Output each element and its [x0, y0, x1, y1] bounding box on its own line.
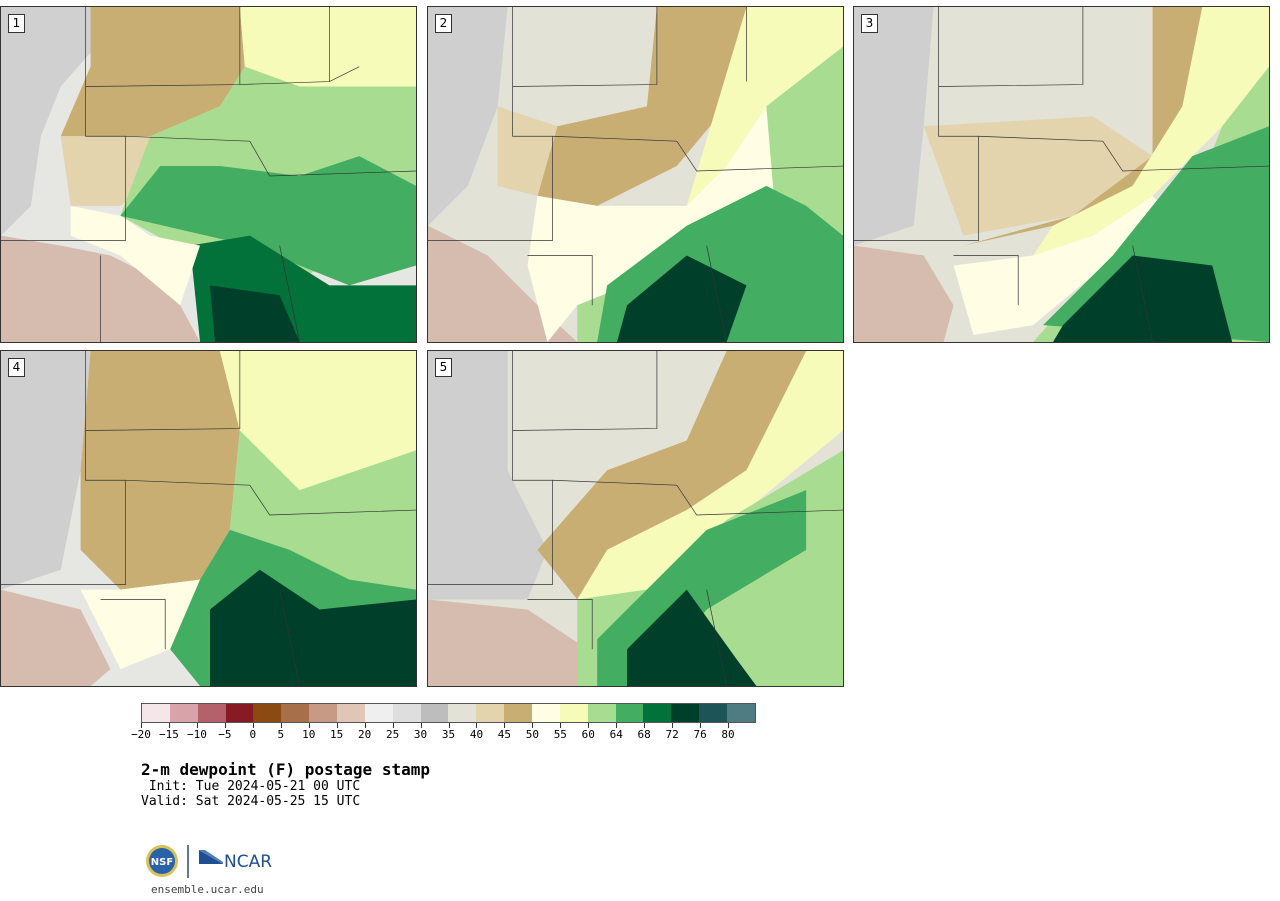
colorbar-swatch [476, 704, 505, 722]
colorbar-swatch [253, 704, 282, 722]
colorbar-tick [336, 723, 338, 728]
colorbar [141, 703, 756, 723]
colorbar-swatch [225, 704, 254, 722]
dewpoint-map [428, 351, 843, 686]
colorbar-tick-label: 35 [441, 728, 456, 741]
colorbar-tick [448, 723, 450, 728]
colorbar-tick-label: 0 [249, 728, 257, 741]
panel-number-label: 1 [8, 14, 25, 33]
member-panel-2: 2 [427, 6, 844, 343]
valid-time: Valid: Sat 2024-05-25 15 UTC [141, 794, 361, 809]
colorbar-tick-label: 80 [721, 728, 735, 741]
site-url: ensemble.ucar.edu [151, 883, 264, 896]
colorbar-swatch [699, 704, 728, 722]
colorbar-tick [560, 723, 562, 728]
colorbar-swatch [337, 704, 365, 722]
colorbar-tick [196, 723, 198, 728]
panel-number-label: 4 [8, 358, 25, 377]
member-panel-4: 4 [0, 350, 417, 687]
colorbar-ticks: −20 −15 −10 −5 0 5 10 15 20 25 30 35 40 45 50 55 60 64 68 7… [131, 723, 756, 745]
colorbar-swatch [420, 704, 449, 722]
colorbar-swatch [559, 704, 588, 722]
colorbar-swatch [587, 704, 616, 722]
colorbar-tick-label: 76 [693, 728, 707, 741]
colorbar-swatch [281, 704, 310, 722]
colorbar-tick-label: 10 [302, 728, 316, 741]
colorbar-tick [168, 723, 170, 728]
colorbar-swatch [364, 704, 393, 722]
dewpoint-map [854, 7, 1269, 342]
colorbar-tick [364, 723, 366, 728]
dewpoint-map [1, 351, 416, 686]
colorbar-swatch [671, 704, 700, 722]
colorbar-tick-label: 5 [277, 728, 285, 741]
member-panel-5: 5 [427, 350, 844, 687]
colorbar-tick [532, 723, 534, 728]
colorbar-tick-label: −20 [131, 728, 151, 741]
colorbar-tick [644, 723, 646, 728]
colorbar-tick [616, 723, 618, 728]
dewpoint-map [1, 7, 416, 342]
colorbar-tick [141, 723, 142, 728]
colorbar-tick [280, 723, 282, 728]
colorbar-tick [308, 723, 310, 728]
colorbar-tick [224, 723, 226, 728]
colorbar-tick [420, 723, 422, 728]
colorbar-swatch [643, 704, 672, 722]
panel-number-label: 2 [435, 14, 452, 33]
colorbar-swatch [615, 704, 644, 722]
colorbar-tick-label: 68 [637, 728, 651, 741]
colorbar-tick-label: 50 [525, 728, 539, 741]
colorbar-tick-label: −5 [218, 728, 232, 741]
colorbar-tick-label: 40 [469, 728, 484, 741]
svg-text:NSF: NSF [151, 857, 173, 868]
colorbar-swatch [448, 704, 477, 722]
colorbar-tick-label: 72 [665, 728, 679, 741]
colorbar-swatch [169, 704, 198, 722]
colorbar-tick [252, 723, 254, 728]
colorbar-tick [392, 723, 394, 728]
colorbar-swatch [727, 704, 755, 722]
colorbar-tick-label: −15 [159, 728, 179, 741]
nsf-ncar-logo-icon: NSF NCAR [146, 845, 272, 878]
colorbar-tick-label: 15 [330, 728, 344, 741]
colorbar-tick [728, 723, 730, 728]
colorbar-tick-label: 25 [385, 728, 400, 741]
logos: NSF NCAR [145, 842, 275, 882]
colorbar-tick [476, 723, 478, 728]
init-time: Init: Tue 2024-05-21 00 UTC [141, 779, 361, 794]
colorbar-tick-label: 30 [413, 728, 428, 741]
colorbar-tick-label: 45 [497, 728, 512, 741]
colorbar-tick-label: 55 [553, 728, 567, 741]
svg-text:NCAR: NCAR [224, 852, 272, 872]
colorbar-swatch [504, 704, 533, 722]
colorbar-swatch [392, 704, 421, 722]
colorbar-swatch [532, 704, 560, 722]
member-panel-3: 3 [853, 6, 1270, 343]
colorbar-tick [700, 723, 702, 728]
colorbar-tick-label: 20 [358, 728, 372, 741]
panel-number-label: 3 [861, 14, 878, 33]
colorbar-tick [672, 723, 674, 728]
colorbar-tick [588, 723, 590, 728]
colorbar-swatch [197, 704, 226, 722]
colorbar-swatch [309, 704, 338, 722]
panel-number-label: 5 [435, 358, 452, 377]
colorbar-tick-label: 64 [609, 728, 623, 741]
member-panel-1: 1 [0, 6, 417, 343]
colorbar-tick-label: −10 [186, 728, 207, 741]
colorbar-tick [504, 723, 506, 728]
colorbar-swatch [142, 704, 170, 722]
plot-title: 2-m dewpoint (F) postage stamp [141, 760, 430, 779]
dewpoint-map [428, 7, 843, 342]
colorbar-tick-label: 60 [581, 728, 595, 741]
